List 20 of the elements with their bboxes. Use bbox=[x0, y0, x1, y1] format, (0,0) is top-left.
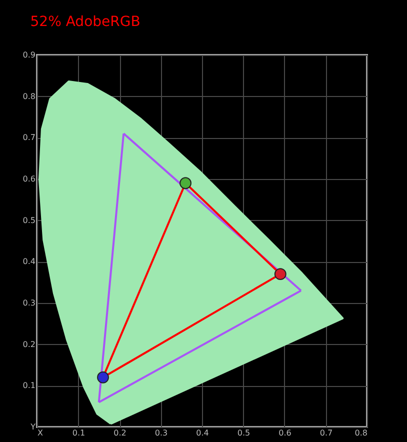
x-tick-label: X bbox=[38, 428, 44, 438]
x-tick-label: 0.5 bbox=[237, 428, 250, 438]
y-tick-label: 0.8 bbox=[22, 92, 36, 101]
x-tick-label: 0.6 bbox=[278, 428, 292, 438]
x-tick-label: 0.4 bbox=[196, 428, 209, 438]
y-tick-label: 0.7 bbox=[22, 133, 36, 142]
y-tick-label: 0.2 bbox=[22, 340, 36, 349]
x-tick-label: 0.3 bbox=[154, 428, 168, 438]
x-tick-label: 0.1 bbox=[72, 428, 86, 438]
y-tick-label: 0.6 bbox=[22, 174, 36, 184]
x-tick-label: 0.2 bbox=[114, 428, 126, 438]
y-tick-label: 0.9 bbox=[22, 50, 36, 60]
y-tick-label: 0.3 bbox=[22, 298, 36, 308]
y-tick-label: 0.1 bbox=[22, 381, 36, 390]
chart-title: 52% AdobeRGB bbox=[30, 14, 140, 30]
y-tick-label: 0.4 bbox=[22, 257, 36, 266]
y-tick-label: 0.5 bbox=[22, 216, 36, 225]
x-tick-label: 0.7 bbox=[320, 428, 333, 438]
y-tick-label: Y bbox=[30, 422, 36, 432]
x-tick-label: 0.8 bbox=[354, 428, 368, 438]
